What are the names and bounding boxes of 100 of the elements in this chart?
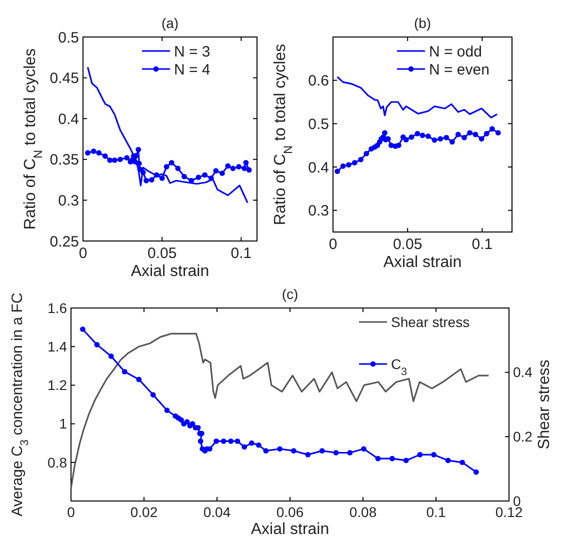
point bbox=[234, 438, 240, 444]
y-tick-label: 1.4 bbox=[48, 338, 68, 354]
point bbox=[358, 156, 364, 162]
point bbox=[159, 175, 165, 181]
y-tick-label: 1.2 bbox=[48, 377, 68, 394]
point bbox=[108, 354, 114, 359]
point bbox=[408, 134, 414, 140]
legend-label: N = even bbox=[429, 61, 490, 78]
point bbox=[243, 160, 249, 166]
point bbox=[340, 163, 346, 169]
point bbox=[431, 452, 437, 458]
point bbox=[182, 174, 187, 180]
point bbox=[334, 168, 340, 174]
point bbox=[403, 458, 409, 464]
point bbox=[202, 172, 208, 178]
point bbox=[140, 170, 146, 176]
point bbox=[455, 132, 461, 138]
point bbox=[107, 158, 113, 163]
point bbox=[102, 153, 108, 159]
point bbox=[403, 137, 409, 142]
point bbox=[256, 442, 262, 448]
point bbox=[144, 178, 149, 184]
point bbox=[473, 469, 479, 475]
point bbox=[190, 421, 196, 426]
point bbox=[444, 134, 450, 140]
point bbox=[390, 456, 395, 462]
point bbox=[346, 162, 352, 168]
point bbox=[134, 152, 140, 158]
point bbox=[213, 168, 219, 174]
line-series bbox=[336, 76, 498, 118]
y-tick-label: 0.5 bbox=[58, 29, 79, 46]
point bbox=[396, 142, 402, 148]
point bbox=[148, 177, 154, 182]
point bbox=[242, 166, 248, 172]
y-tick-label: 0.3 bbox=[58, 192, 79, 210]
point bbox=[489, 126, 495, 132]
point bbox=[164, 408, 170, 413]
legend-label: Shear stress bbox=[391, 314, 470, 330]
legend-label: N = odd bbox=[429, 43, 482, 60]
point bbox=[417, 452, 423, 458]
y-tick-label: 0.45 bbox=[50, 70, 79, 88]
x-tick-label: 0.1 bbox=[230, 245, 252, 262]
point bbox=[228, 438, 234, 444]
point bbox=[117, 156, 123, 162]
chart-title: (b) bbox=[414, 15, 432, 31]
point bbox=[220, 438, 226, 444]
point bbox=[347, 450, 353, 456]
point bbox=[96, 150, 102, 156]
legend-label: C$_{3}$ bbox=[391, 356, 408, 378]
x-tick-label: 0.05 bbox=[392, 236, 422, 253]
x-tick-label: 0.1 bbox=[472, 236, 493, 253]
y2-axis-title: Shear stress bbox=[536, 360, 553, 450]
point bbox=[462, 134, 467, 140]
point bbox=[414, 130, 420, 136]
point bbox=[472, 132, 478, 138]
point bbox=[242, 444, 248, 450]
point bbox=[364, 150, 370, 156]
x-tick-label: 0.04 bbox=[203, 504, 231, 520]
point bbox=[150, 392, 156, 398]
point bbox=[333, 450, 339, 456]
y2-tick-label: 0.2 bbox=[513, 428, 533, 445]
x-tick-label: 0.1 bbox=[426, 504, 446, 520]
point bbox=[263, 448, 269, 454]
point bbox=[382, 130, 388, 136]
point bbox=[178, 417, 184, 423]
y-tick-label: 0.25 bbox=[50, 233, 79, 250]
point bbox=[168, 160, 174, 166]
point bbox=[154, 172, 160, 178]
point bbox=[208, 175, 214, 181]
point bbox=[432, 137, 438, 143]
point bbox=[80, 326, 86, 332]
point bbox=[495, 130, 501, 136]
x-axis-title: Axial strain bbox=[383, 254, 462, 271]
point bbox=[220, 170, 225, 176]
y-tick-label: 0.4 bbox=[58, 110, 79, 128]
point bbox=[246, 167, 252, 173]
point bbox=[352, 160, 358, 166]
legend-label: N = 4 bbox=[174, 61, 210, 78]
point bbox=[137, 166, 143, 172]
point bbox=[196, 174, 202, 180]
point bbox=[460, 460, 465, 466]
point bbox=[375, 456, 381, 462]
point bbox=[94, 342, 100, 348]
point bbox=[290, 448, 296, 454]
point bbox=[112, 158, 118, 163]
point bbox=[225, 163, 231, 169]
legend-label: N = 3 bbox=[174, 43, 210, 60]
y-tick-label: 0.8 bbox=[48, 454, 68, 470]
point bbox=[277, 446, 282, 452]
point bbox=[319, 448, 325, 454]
point bbox=[484, 130, 490, 136]
x-tick-label: 0.02 bbox=[130, 504, 158, 520]
point bbox=[136, 146, 142, 152]
point bbox=[236, 164, 242, 170]
line-series bbox=[70, 332, 490, 489]
x-tick-label: 0.05 bbox=[147, 245, 177, 262]
line-series bbox=[86, 66, 248, 204]
point bbox=[467, 130, 472, 136]
chart-title: (a) bbox=[161, 15, 179, 31]
point bbox=[305, 452, 311, 458]
